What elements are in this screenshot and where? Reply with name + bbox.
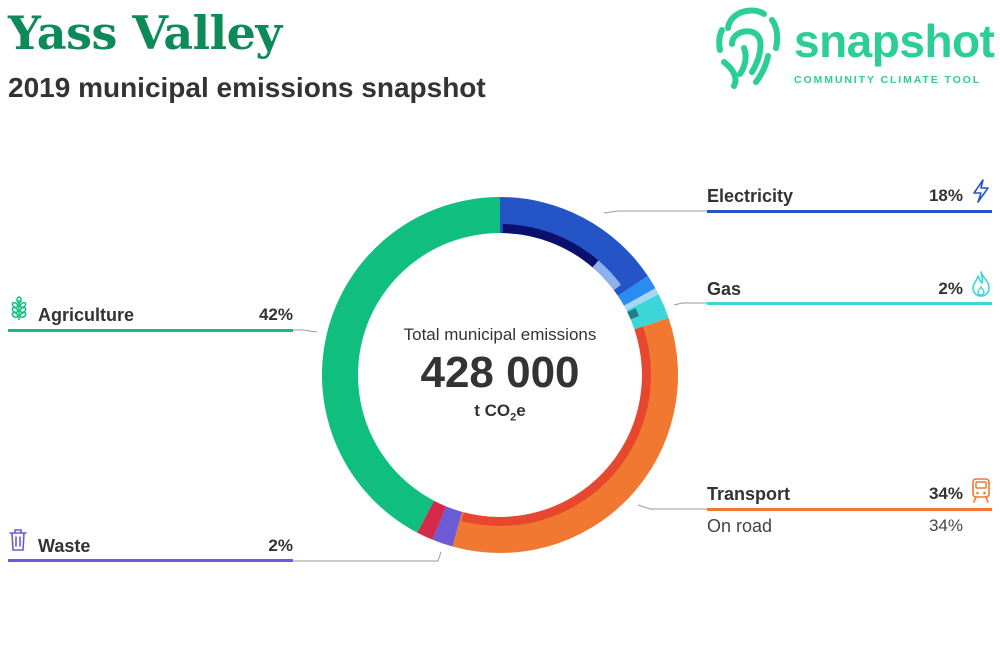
transport-bar [707, 508, 992, 511]
transport-label: Transport [707, 484, 791, 504]
legend-electricity: Electricity 18% [707, 186, 963, 206]
on-road-percent: 34% [928, 516, 963, 535]
waste-segment-6 [417, 500, 447, 540]
logo-wordmark: snapshot [794, 15, 995, 67]
electricity-segment-1 [617, 275, 656, 306]
gas-segment-3 [626, 294, 669, 330]
transport-leader-line [637, 504, 707, 510]
donut-center: Total municipal emissions 428 000 t CO2e [360, 325, 640, 423]
electricity-percent: 18% [928, 186, 963, 205]
wheat-icon [11, 296, 27, 320]
agriculture-label: Agriculture [38, 305, 135, 325]
electricity-leader-line [603, 210, 707, 214]
total-unit: t CO2e [474, 401, 526, 424]
electricity-inner-ring-0 [502, 224, 599, 268]
transport-segment-4 [452, 317, 678, 553]
agriculture-bar [8, 329, 293, 332]
legend-transport-on-road: On road 34% [707, 516, 963, 536]
agriculture-percent: 42% [258, 305, 293, 324]
gas-inner-ring-2 [627, 308, 639, 320]
snapshot-logo: snapshot COMMUNITY CLIMATE TOOL [712, 0, 1000, 92]
page-subtitle: 2019 municipal emissions snapshot [8, 72, 486, 103]
waste-label: Waste [38, 536, 91, 556]
gas-bar [707, 302, 992, 305]
train-icon [972, 478, 990, 503]
electricity-inner-ring-1 [592, 260, 622, 291]
waste-segment-5 [432, 506, 463, 547]
gas-percent: 2% [938, 279, 963, 298]
legend-transport: Transport 34% [707, 484, 963, 504]
electricity-bar [707, 210, 992, 213]
trash-bin-icon [9, 529, 27, 551]
page-title: Yass Valley [8, 6, 282, 60]
waste-bar [8, 559, 293, 562]
total-label: Total municipal emissions [403, 325, 597, 344]
electricity-label: Electricity [707, 186, 794, 206]
agriculture-segment-7 [321, 197, 500, 533]
electricity-segment-2 [624, 288, 659, 311]
agriculture-leader-line [293, 329, 318, 333]
waste-leader-line [293, 551, 442, 562]
fingerprint-logo-icon [716, 7, 781, 89]
gas-leader-line [673, 302, 707, 306]
total-value: 428 000 [420, 348, 580, 397]
waste-percent: 2% [268, 536, 293, 555]
leader-lines [293, 210, 707, 562]
legend-gas: Gas 2% [707, 279, 963, 299]
gas-label: Gas [707, 279, 742, 299]
legend-waste: Waste 2% [38, 536, 293, 556]
donut-inner-rings [461, 224, 651, 526]
on-road-label: On road [707, 516, 773, 536]
logo-tagline: COMMUNITY CLIMATE TOOL [794, 74, 982, 86]
legend-agriculture: Agriculture 42% [38, 305, 293, 325]
flame-icon [972, 271, 990, 297]
transport-inner-ring-3 [461, 326, 651, 526]
lightning-bolt-icon [973, 179, 989, 203]
transport-percent: 34% [928, 484, 963, 503]
